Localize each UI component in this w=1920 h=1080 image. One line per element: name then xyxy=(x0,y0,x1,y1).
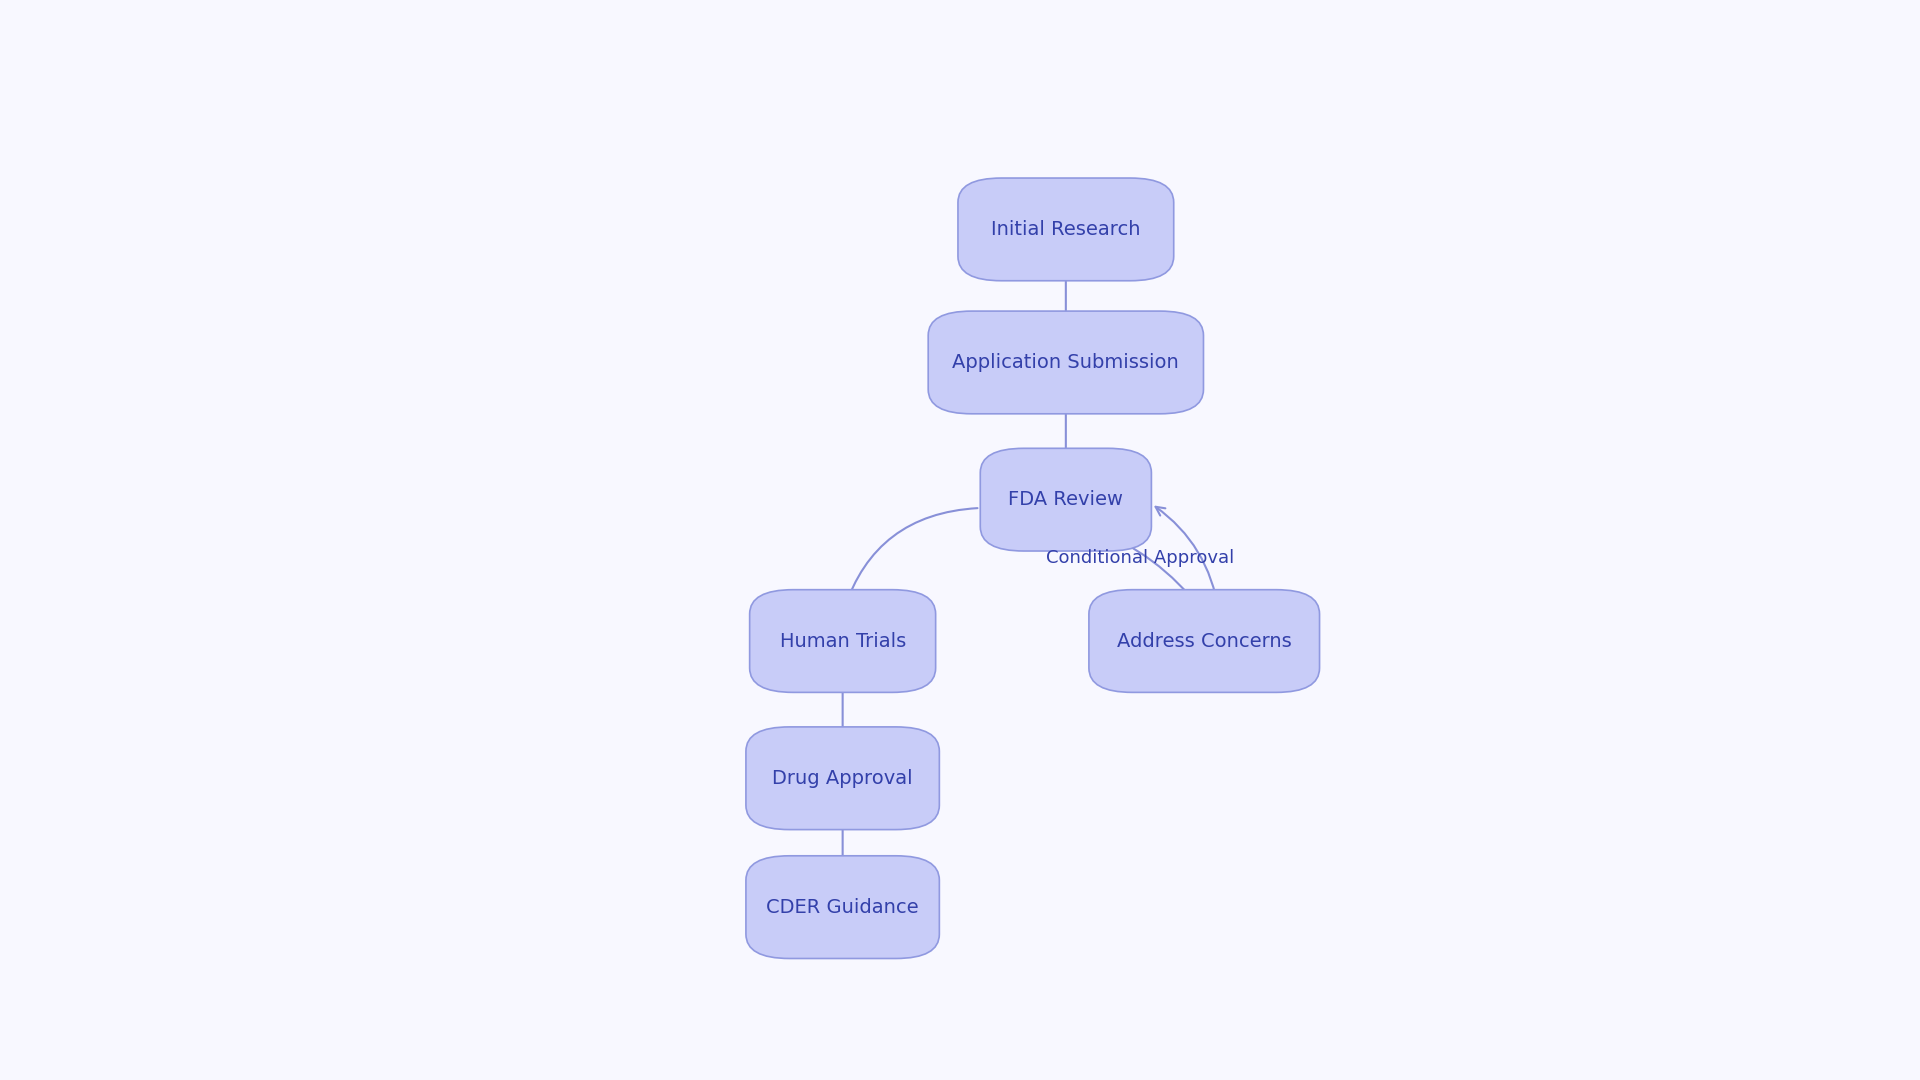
Text: Drug Approval: Drug Approval xyxy=(772,769,912,787)
Text: Initial Research: Initial Research xyxy=(991,220,1140,239)
FancyBboxPatch shape xyxy=(745,855,939,958)
FancyBboxPatch shape xyxy=(958,178,1173,281)
FancyBboxPatch shape xyxy=(749,590,935,692)
Text: Conditional Approval: Conditional Approval xyxy=(1046,549,1235,567)
FancyBboxPatch shape xyxy=(1089,590,1319,692)
FancyBboxPatch shape xyxy=(745,727,939,829)
Text: FDA Review: FDA Review xyxy=(1008,490,1123,509)
FancyBboxPatch shape xyxy=(981,448,1152,551)
Text: CDER Guidance: CDER Guidance xyxy=(766,897,920,917)
Text: Application Submission: Application Submission xyxy=(952,353,1179,372)
FancyBboxPatch shape xyxy=(927,311,1204,414)
Text: Address Concerns: Address Concerns xyxy=(1117,632,1292,650)
Text: Human Trials: Human Trials xyxy=(780,632,906,650)
